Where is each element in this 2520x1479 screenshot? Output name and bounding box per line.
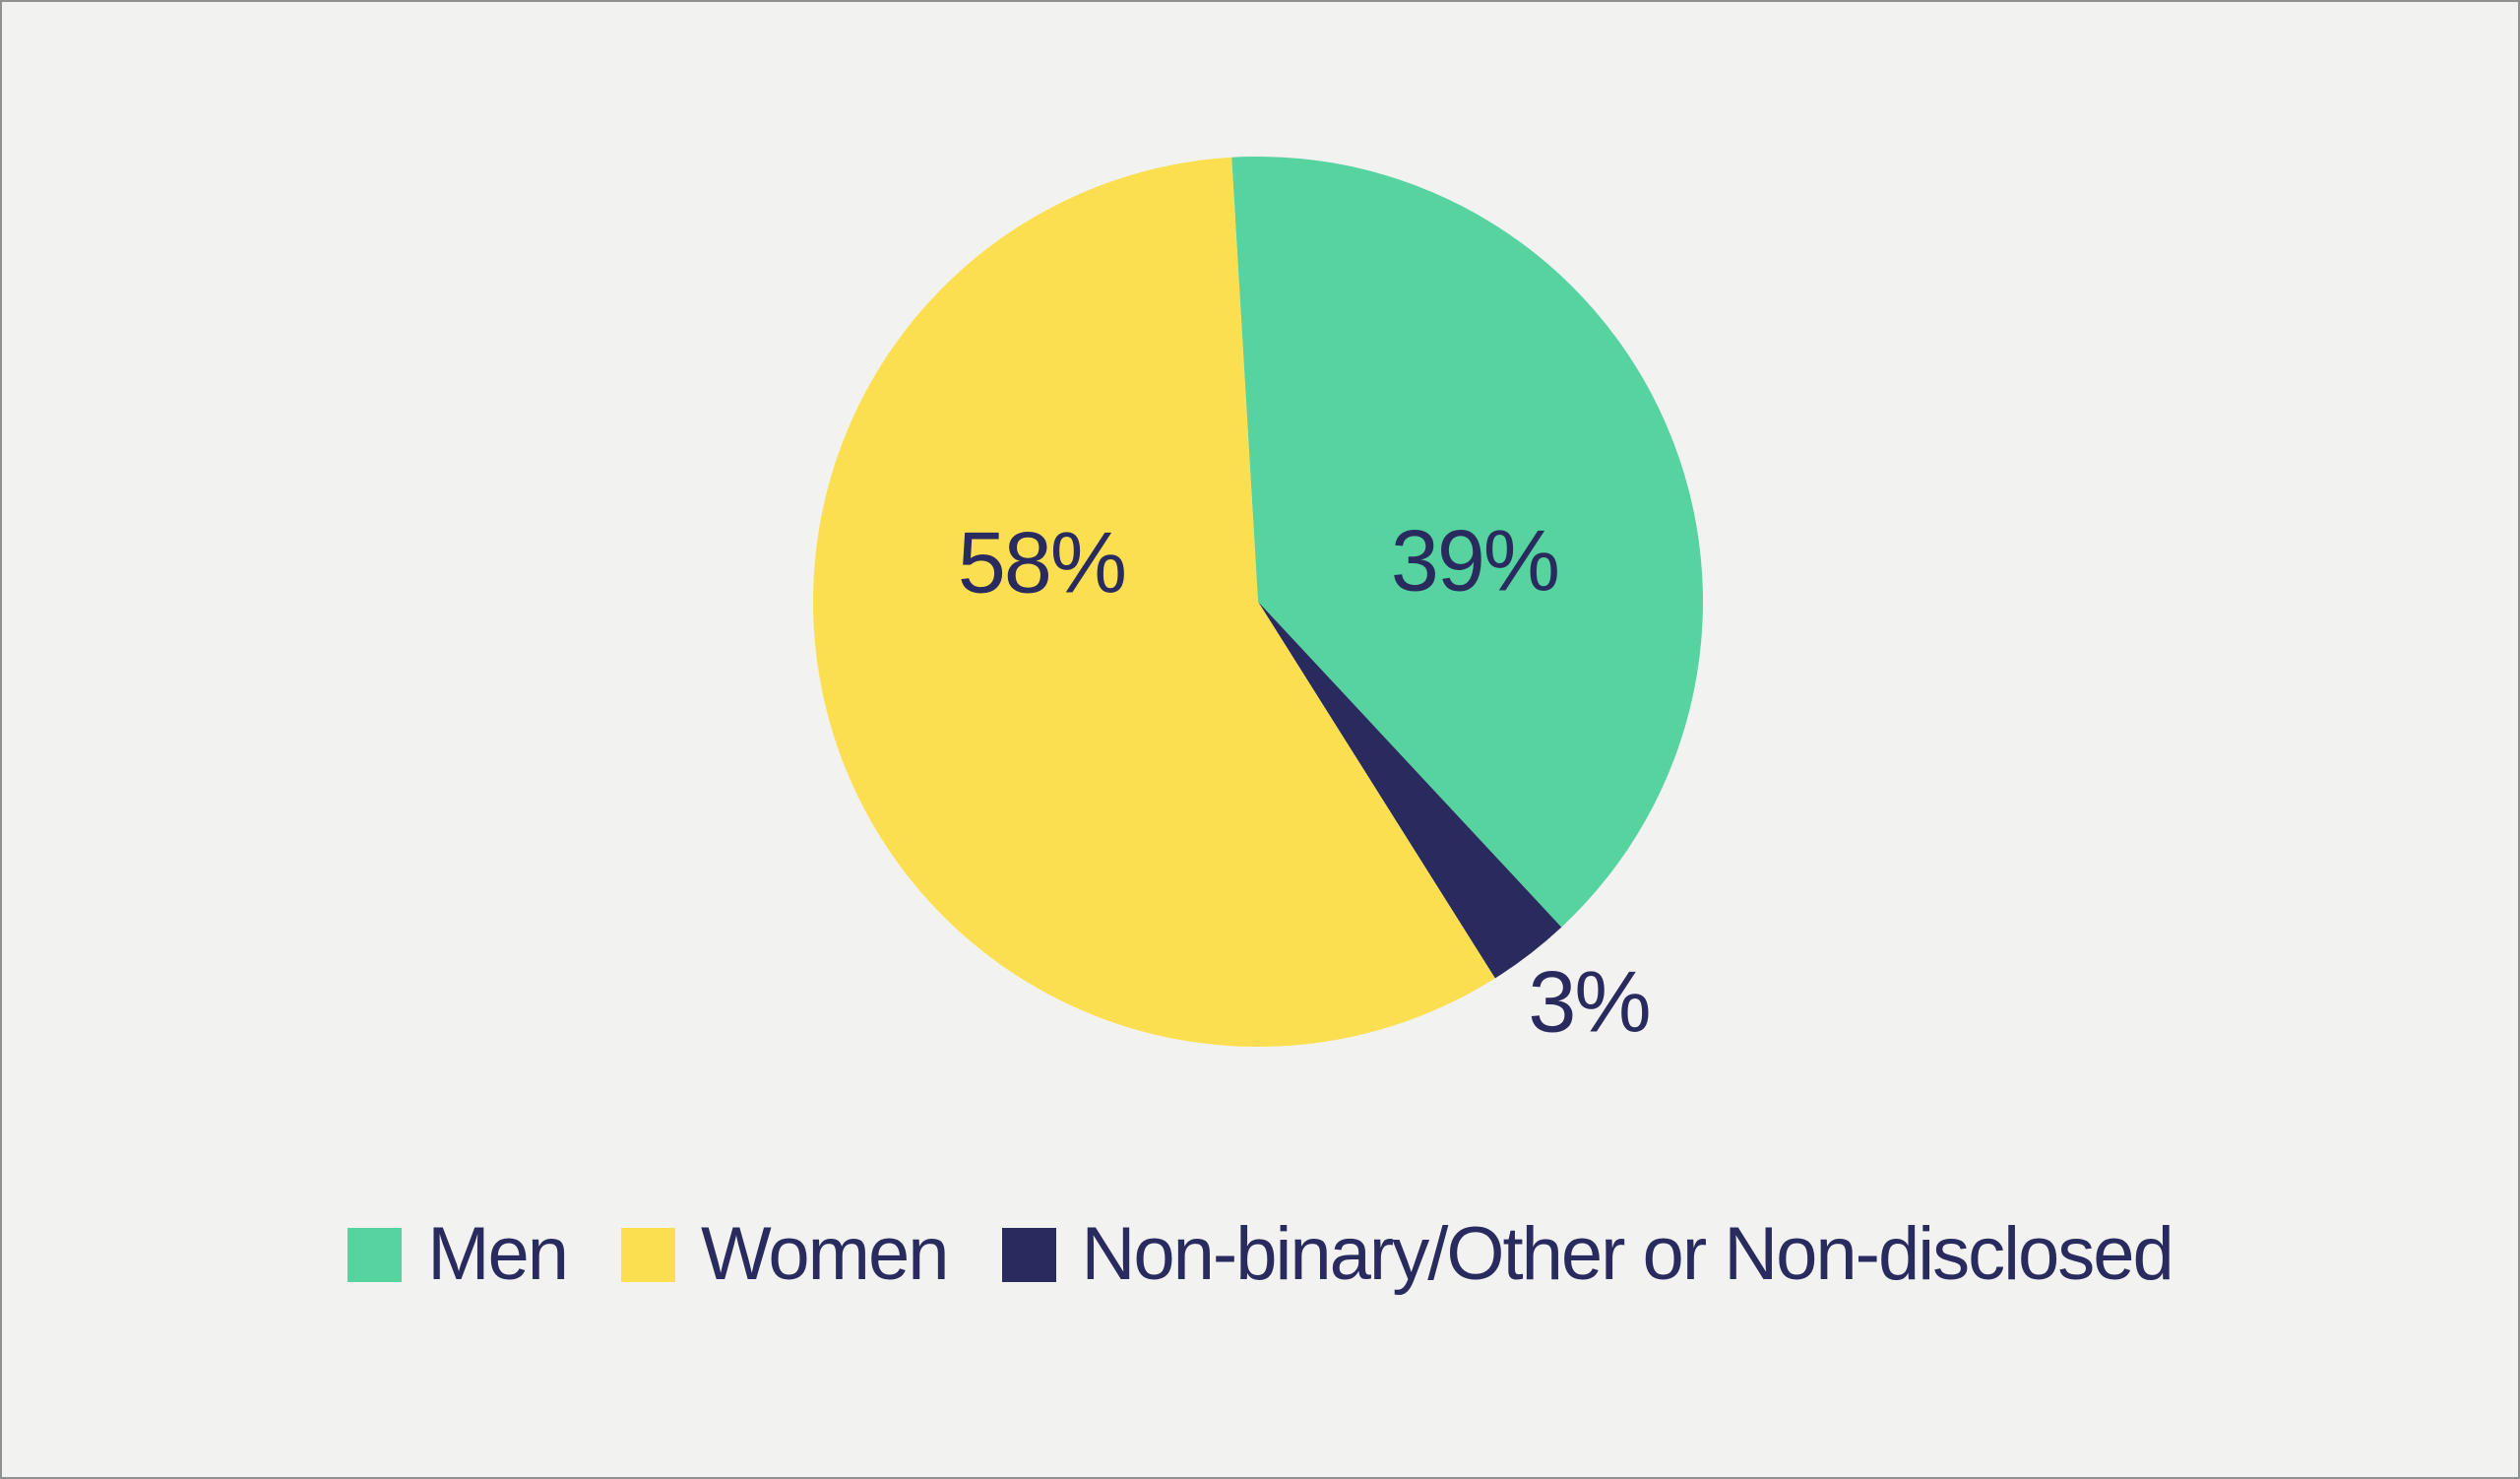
legend-swatch-nonbinary (1001, 1227, 1056, 1282)
legend-item-nonbinary[interactable]: Non-binary/Other or Non-disclosed (1001, 1212, 2174, 1296)
legend-label-women: Women (701, 1212, 949, 1296)
pie-slice-women[interactable] (812, 157, 1495, 1048)
pie-slice-men[interactable] (1231, 157, 1703, 928)
legend: Men Women Non-binary/Other or Non-disclo… (2, 1215, 2518, 1294)
legend-item-women[interactable]: Women (621, 1212, 950, 1296)
legend-item-men[interactable]: Men (347, 1212, 569, 1296)
legend-swatch-men (347, 1227, 403, 1282)
slice-label-women: 58% (958, 514, 1125, 611)
legend-label-men: Men (427, 1212, 569, 1296)
slice-label-men: 39% (1391, 512, 1558, 610)
legend-label-nonbinary: Non-binary/Other or Non-disclosed (1081, 1212, 2174, 1296)
legend-swatch-women (621, 1227, 676, 1282)
slice-label-non-binary-other-or-non-disclosed: 3% (1528, 953, 1649, 1051)
pie-slice-non-binary-other-or-non-disclosed[interactable] (1258, 602, 1562, 979)
